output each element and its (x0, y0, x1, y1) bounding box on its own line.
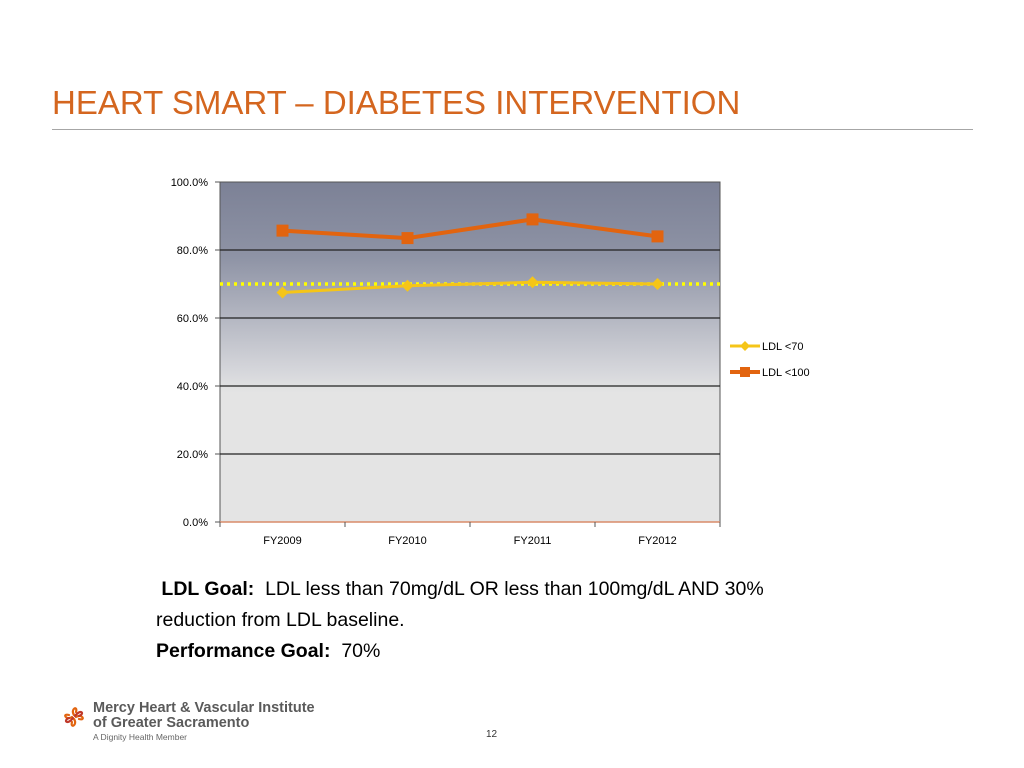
flower-logo-icon (64, 707, 84, 727)
logo-name: Mercy Heart & Vascular Institute of Grea… (93, 701, 315, 731)
y-tick-label: 20.0% (177, 449, 208, 461)
ldl-goal-paragraph: LDL Goal: LDL less than 70mg/dL OR less … (156, 574, 836, 636)
y-tick-label: 100.0% (171, 177, 209, 189)
y-tick-label: 0.0% (183, 517, 208, 529)
y-axis-ticks: 0.0% 20.0% 40.0% 60.0% 80.0% 100.0% (171, 177, 220, 529)
y-tick-label: 60.0% (177, 313, 208, 325)
data-point (651, 230, 664, 243)
data-point (526, 276, 539, 289)
y-tick-label: 80.0% (177, 245, 208, 257)
title-divider (52, 129, 973, 130)
mercy-logo: Mercy Heart & Vascular Institute of Grea… (60, 700, 320, 750)
x-tick-label: FY2009 (263, 535, 302, 547)
chart-legend: LDL <70 LDL <100 (730, 341, 810, 379)
x-tick-label: FY2012 (638, 535, 677, 547)
x-axis-ticks: FY2009 FY2010 FY2011 FY2012 (219, 521, 721, 547)
series-lines (276, 213, 664, 299)
logo-name-line1: Mercy Heart & Vascular Institute (93, 700, 315, 716)
ldl-line-chart: 0.0%20.0%40.0%60.0%80.0%100.0% FY2009 FY2… (171, 177, 810, 547)
legend-label: LDL <70 (762, 341, 804, 353)
data-point (651, 278, 664, 290)
series-line (282, 280, 658, 294)
data-point (401, 279, 414, 292)
plot-area (219, 181, 721, 523)
slide-title: HEART SMART – DIABETES INTERVENTION (52, 84, 741, 121)
x-tick-label: FY2010 (388, 535, 427, 547)
goal-description: LDL Goal: LDL less than 70mg/dL OR less … (156, 574, 836, 667)
logo-name-line2: of Greater Sacramento (93, 715, 250, 731)
ldl-goal-label: LDL Goal: (161, 578, 255, 600)
page-number: 12 (486, 729, 498, 740)
legend-marker (740, 367, 750, 377)
data-point (401, 232, 414, 245)
logo-tagline: A Dignity Health Member (93, 732, 188, 742)
data-point (276, 224, 289, 237)
gridlines (220, 249, 720, 455)
x-tick-label: FY2011 (514, 535, 552, 547)
series-line (282, 217, 658, 241)
ldl-goal-text: LDL less than 70mg/dL OR less than 100mg… (156, 578, 764, 631)
data-point (276, 286, 289, 299)
performance-goal-paragraph: Performance Goal: 70% (156, 636, 836, 667)
y-tick-label: 40.0% (177, 381, 208, 393)
data-point (526, 213, 539, 226)
performance-goal-value: 70% (341, 640, 381, 662)
legend-marker (740, 341, 750, 351)
legend-label: LDL <100 (762, 367, 810, 379)
performance-goal-label: Performance Goal: (156, 640, 331, 662)
